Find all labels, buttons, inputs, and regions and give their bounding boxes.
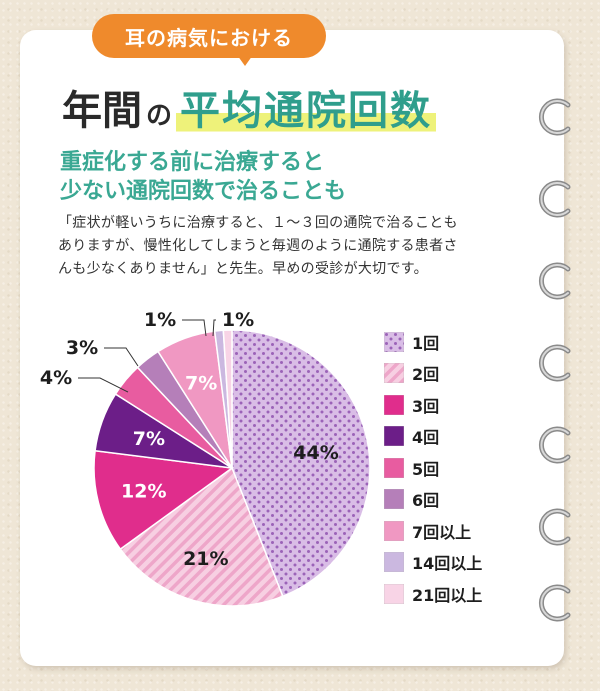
pie-data-label: 44%: [293, 442, 338, 464]
body-line: ありますが、慢性化してしまうと毎週のように通院する患者さ: [58, 238, 458, 254]
legend-swatch: [384, 489, 404, 510]
pie-data-label: 21%: [183, 548, 228, 570]
subheading: 重症化する前に治療すると 少ない通院回数で治ることも: [60, 148, 346, 206]
body-line: んも少なくありません」と先生。早めの受診が大切です。: [58, 261, 428, 277]
legend-label: 2回: [412, 365, 440, 385]
legend-swatch: [384, 331, 404, 352]
binder-ring-icon: [538, 262, 571, 300]
legend-item: 4回: [384, 421, 482, 453]
legend-label: 14回以上: [412, 554, 483, 574]
pie-slice: [231, 329, 371, 598]
topic-tag-tail: [235, 52, 255, 66]
pie-slice: [119, 466, 284, 607]
legend-swatch: [384, 363, 404, 384]
legend-swatch: [384, 394, 404, 415]
legend-label: 1回: [412, 333, 440, 353]
legend-swatch: [384, 583, 404, 604]
legend-label: 21回以上: [412, 585, 483, 605]
legend-item: 6回: [384, 484, 482, 516]
binder-ring-icon: [538, 344, 571, 382]
legend-item: 5回: [384, 452, 482, 484]
title-part1: 年間: [62, 88, 142, 134]
pie-data-label: 3%: [66, 337, 98, 359]
legend-label: 3回: [412, 396, 440, 416]
body-line: 「症状が軽いうちに治療すると、１～３回の通院で治ることも: [58, 215, 458, 231]
title-part2: 平均通院回数: [176, 78, 437, 136]
page-title: 年間 の 平均通院回数: [62, 78, 437, 136]
legend: 1回 2回 3回 4回 5回 6回 7回以上 14回以上 21回以上: [384, 326, 482, 610]
legend-item: 2回: [384, 358, 482, 390]
legend-item: 3回: [384, 389, 482, 421]
legend-item: 7回以上: [384, 515, 482, 547]
body-text: 「症状が軽いうちに治療すると、１～３回の通院で治ることも ありますが、慢性化して…: [58, 212, 498, 281]
legend-item: 1回: [384, 326, 482, 358]
legend-label: 5回: [412, 459, 440, 479]
pie-slice: [93, 449, 234, 551]
subheading-line: 少ない通院回数で治ることも: [60, 179, 347, 204]
leader-line: [212, 319, 216, 337]
binder-ring-icon: [538, 508, 571, 546]
pie-data-label: 7%: [133, 428, 165, 450]
binder-ring-icon: [538, 98, 571, 136]
legend-item: 21回以上: [384, 578, 482, 610]
subheading-line: 重症化する前に治療すると: [60, 150, 325, 175]
binder-ring-icon: [538, 426, 571, 464]
topic-tag: 耳の病気における: [92, 14, 326, 58]
legend-label: 7回以上: [412, 522, 472, 542]
legend-swatch: [384, 426, 404, 447]
leader-line: [104, 347, 139, 367]
binder-ring-icon: [538, 584, 571, 622]
pie-data-label: 1%: [222, 309, 254, 331]
leader-line: [78, 377, 129, 393]
pie-data-label: 4%: [40, 367, 72, 389]
legend-swatch: [384, 520, 404, 541]
legend-label: 4回: [412, 428, 440, 448]
title-particle: の: [146, 101, 173, 131]
pie-data-label: 12%: [121, 481, 166, 503]
legend-swatch: [384, 457, 404, 478]
binder-ring-icon: [538, 180, 571, 218]
pie-slice: [222, 329, 233, 469]
legend-swatch: [384, 552, 404, 573]
legend-item: 14回以上: [384, 547, 482, 579]
pie-data-label: 1%: [144, 309, 176, 331]
legend-label: 6回: [412, 491, 440, 511]
leader-line: [182, 319, 207, 337]
pie-data-label: 7%: [185, 372, 217, 394]
